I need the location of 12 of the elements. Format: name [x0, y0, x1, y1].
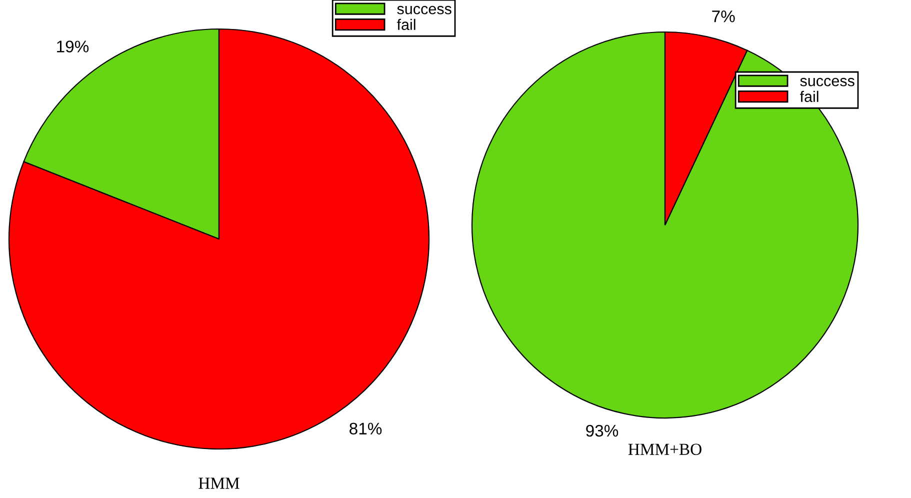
pie-slice: [471, 31, 859, 419]
legend-label: fail: [800, 90, 818, 102]
data-label: 81%: [350, 422, 382, 435]
data-label: 93%: [586, 424, 618, 437]
legend-label: fail: [396, 18, 416, 30]
legend-label: success: [397, 6, 452, 14]
pie-slice: [8, 28, 430, 450]
legend-label: success: [800, 78, 854, 86]
data-label: 19%: [57, 40, 89, 52]
text: HMM: [198, 478, 240, 489]
text: HMM+BO: [628, 444, 702, 455]
data-label: 7%: [712, 10, 735, 22]
